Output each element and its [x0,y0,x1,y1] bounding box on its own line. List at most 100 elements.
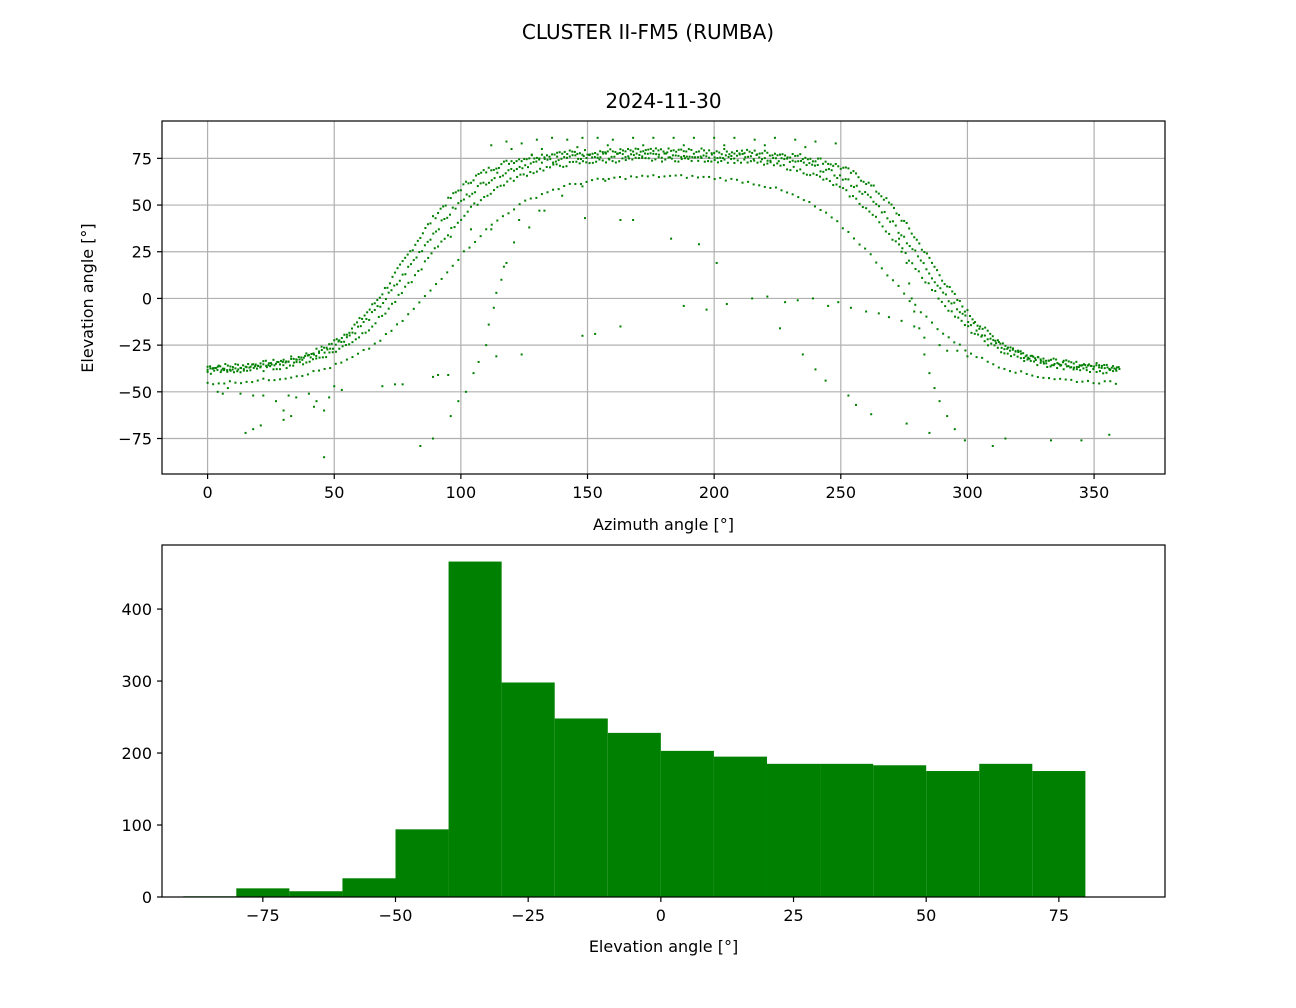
track-point [234,363,237,366]
track-point [986,360,989,363]
track-point [635,176,638,179]
track-point [1114,368,1117,371]
scatter-y-ticks: −75 −50 −25 0 25 50 75 [118,149,162,449]
track-point [791,153,794,156]
scatter-point [543,209,546,212]
track-point [1087,364,1090,367]
track-point [446,216,449,219]
track-point [348,334,351,337]
track-point [520,160,523,163]
track-point [618,151,621,154]
track-point [228,380,231,383]
track-point [305,361,308,364]
scatter-point [394,383,397,386]
track-point [540,161,543,164]
track-point [252,363,255,366]
track-point [417,270,420,273]
track-point [657,149,660,152]
histogram-bar [501,682,555,897]
track-point [269,362,272,365]
track-point [485,183,488,186]
track-point [950,302,953,305]
track-point [396,267,399,270]
track-point [373,308,376,311]
track-point [776,154,779,157]
track-point [819,208,822,211]
track-point [1056,367,1059,370]
track-point [568,149,571,152]
track-point [217,382,220,385]
track-point [635,152,638,155]
track-point [518,158,521,161]
track-point [1000,351,1003,354]
track-point [997,341,1000,344]
track-point [561,152,564,155]
track-point [700,147,703,150]
track-point [654,147,657,150]
track-point [761,152,764,155]
track-point [420,268,423,271]
track-point [499,175,502,178]
track-point [351,356,354,359]
track-point [716,157,719,160]
track-point [690,148,693,151]
histogram-bar [607,732,661,897]
track-point [1047,359,1050,362]
track-point [629,149,632,152]
track-point [259,362,262,365]
track-point [796,154,799,157]
track-point [930,261,933,264]
track-point [839,167,842,170]
track-point [1010,355,1013,358]
track-point [779,164,782,167]
track-point [490,223,493,226]
track-point [206,370,209,373]
scatter-point [470,228,473,231]
track-point [674,160,677,163]
track-point [404,285,407,288]
histogram-x-tick-label: −25 [511,906,545,925]
track-point [495,167,498,170]
track-point [1077,366,1080,369]
track-point [290,355,293,358]
track-point [674,154,677,157]
track-point [733,152,736,155]
track-point [331,347,334,350]
track-point [423,244,426,247]
track-point [992,339,995,342]
track-point [609,148,612,151]
scatter-point [963,439,966,442]
track-point [644,157,647,160]
track-point [1013,353,1016,356]
track-point [284,361,287,364]
scatter-point [419,444,422,447]
track-point [946,285,949,288]
scatter-point [713,136,716,139]
track-point [330,342,333,345]
track-point [634,156,637,159]
track-point [419,236,422,239]
track-point [300,356,303,359]
track-point [927,282,930,285]
track-point [947,300,950,303]
scatter-point [725,303,728,306]
track-point [439,207,442,210]
track-point [788,160,791,163]
track-point [1009,346,1012,349]
track-point [763,157,766,160]
track-point [468,195,471,198]
track-point [1082,363,1085,366]
track-point [969,352,972,355]
track-point [476,185,479,188]
track-point [666,151,669,154]
scatter-point [252,428,255,431]
track-point [914,249,917,252]
track-point [305,352,308,355]
track-point [468,246,471,249]
track-point [430,252,433,255]
track-point [1095,364,1098,367]
track-point [848,195,851,198]
track-point [794,154,797,157]
track-point [642,150,645,153]
track-point [507,169,510,172]
